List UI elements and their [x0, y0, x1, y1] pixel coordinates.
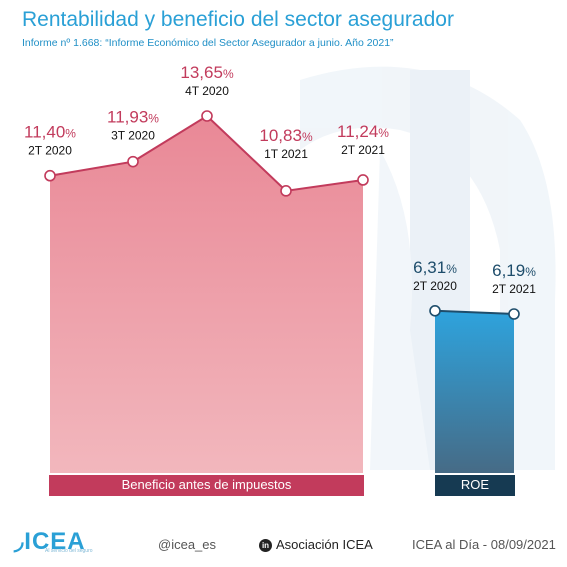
- icea-logo[interactable]: ◞ICEA: [14, 527, 86, 556]
- roe-value-label: 6,19%: [492, 261, 536, 280]
- benefit-value-label: 11,24%: [337, 122, 389, 141]
- benefit-quarter-label: 2T 2021: [341, 143, 385, 157]
- benefit-point: [357, 174, 369, 186]
- benefit-point: [201, 110, 213, 122]
- benefit-value-label: 11,40%: [24, 123, 76, 142]
- benefit-point: [44, 169, 56, 182]
- benefit-quarter-label: 1T 2021: [264, 147, 308, 161]
- blue-series-group: ROE 6,31% 2T 2020 6,19% 2T 2021: [413, 258, 536, 496]
- roe-category-label: ROE: [461, 477, 490, 492]
- chart-title: Rentabilidad y beneficio del sector aseg…: [22, 8, 454, 31]
- logo-tagline: Al servicio del seguro: [45, 548, 93, 554]
- benefit-category-band: [49, 475, 364, 496]
- benefit-category-label: Beneficio antes de impuestos: [122, 477, 292, 492]
- roe-area: [435, 310, 514, 473]
- benefit-value-label: 11,93%: [107, 108, 159, 127]
- roe-line: [434, 309, 515, 315]
- roe-value-label: 6,31%: [413, 258, 457, 277]
- roe-quarter-label: 2T 2020: [413, 279, 457, 293]
- logo-text: ICEA: [24, 528, 86, 555]
- red-series-group: Beneficio antes de impuestos 11,40% 2T 202…: [24, 63, 389, 496]
- benefit-area: [50, 116, 363, 473]
- linkedin-label: Asociación ICEA: [276, 537, 373, 552]
- benefit-point: [280, 185, 292, 197]
- benefit-value-label: 10,83%: [259, 126, 313, 145]
- benefit-quarter-label: 4T 2020: [185, 84, 229, 98]
- benefit-quarter-label: 3T 2020: [111, 129, 155, 143]
- roe-point: [508, 308, 520, 320]
- chart-subtitle: Informe nº 1.668: “Informe Económico del…: [22, 37, 394, 49]
- benefit-point: [127, 155, 139, 168]
- benefit-quarter-label: 2T 2020: [28, 144, 72, 158]
- roe-quarter-label: 2T 2021: [492, 282, 536, 296]
- footer-date: ICEA al Día - 08/09/2021: [412, 537, 556, 552]
- roe-category-band: [435, 475, 515, 496]
- logo-mark-icon: ◞: [14, 528, 25, 555]
- benefit-value-label: 13,65%: [180, 63, 234, 82]
- linkedin-icon: in: [259, 539, 272, 552]
- linkedin-link[interactable]: in Asociación ICEA: [259, 537, 373, 552]
- twitter-handle[interactable]: @icea_es: [158, 537, 217, 552]
- roe-point: [429, 305, 441, 317]
